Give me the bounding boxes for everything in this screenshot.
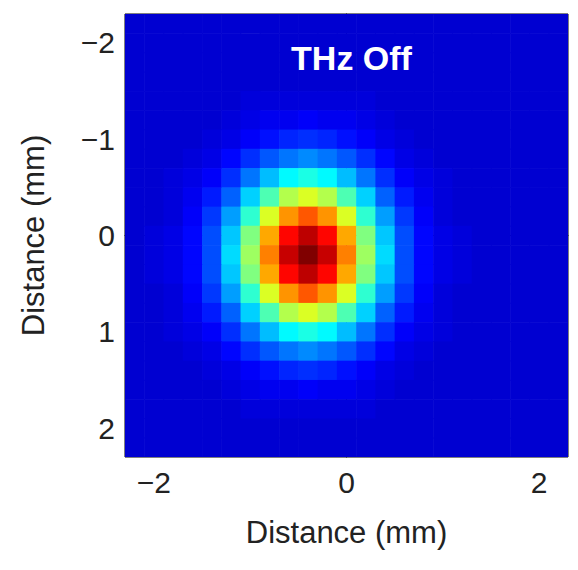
svg-text:−2: −2 <box>137 466 171 499</box>
svg-text:Distance (mm): Distance (mm) <box>246 515 448 550</box>
svg-text:−2: −2 <box>81 26 115 59</box>
svg-text:Distance (mm): Distance (mm) <box>16 135 51 337</box>
svg-text:2: 2 <box>531 466 548 499</box>
svg-text:0: 0 <box>338 466 355 499</box>
svg-text:0: 0 <box>98 219 115 252</box>
svg-text:2: 2 <box>98 412 115 445</box>
svg-text:THz Off: THz Off <box>291 39 413 77</box>
svg-text:−1: −1 <box>81 123 115 156</box>
svg-text:1: 1 <box>98 315 115 348</box>
